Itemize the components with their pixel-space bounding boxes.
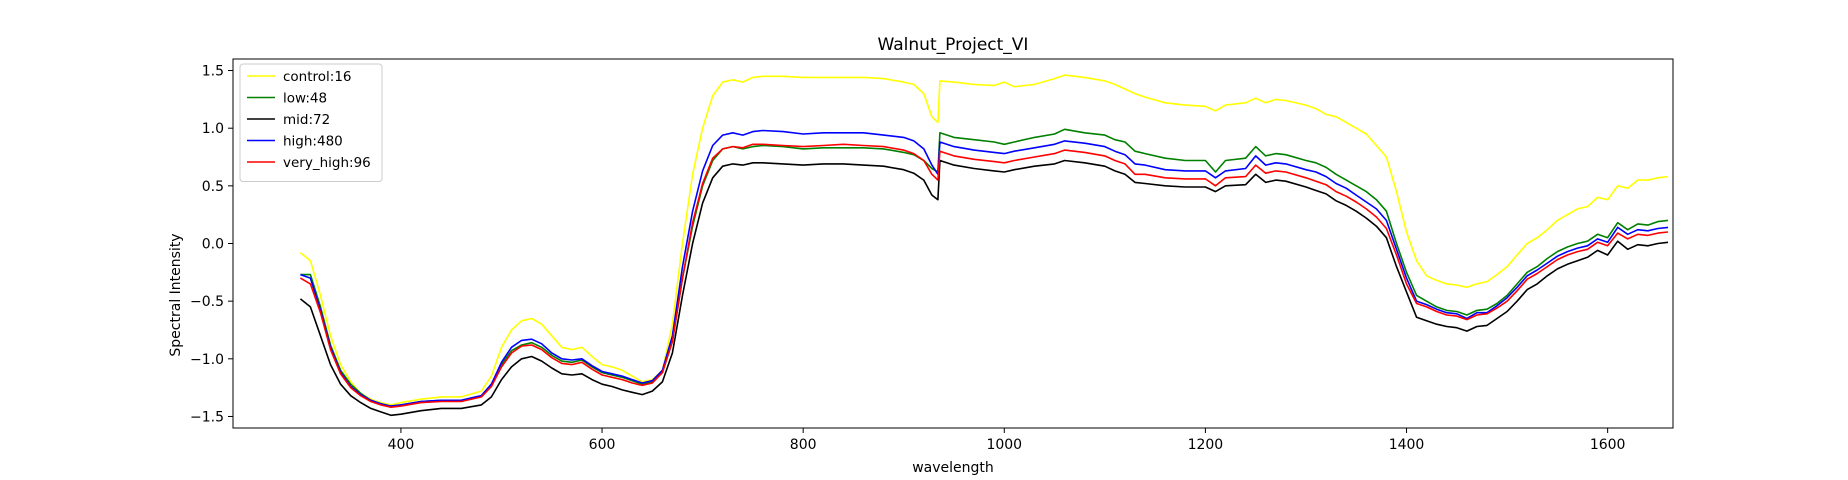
series-line-mid — [299, 159, 1669, 417]
x-tick-label: 600 — [589, 437, 616, 453]
x-tick-label: 1200 — [1188, 437, 1224, 453]
legend-box — [239, 63, 383, 182]
plot-area — [299, 74, 1669, 417]
y-tick-label: 1.5 — [202, 64, 224, 80]
y-tick-label: 0.0 — [202, 237, 224, 253]
axis-ticks: 400 600 800 1000 1200 1400 1600 −1.5 −1.0 −0.5 0.0… — [190, 64, 1625, 453]
series-line-control — [299, 74, 1669, 406]
legend: control:16 low:48 mid:72 high:480 very_high:… — [239, 63, 383, 182]
chart-title: Walnut_Project_VI — [878, 35, 1029, 55]
y-tick-label: 0.5 — [202, 179, 224, 195]
y-tick-label: 1.0 — [202, 121, 224, 137]
legend-label: very_high:96 — [283, 155, 371, 171]
plot-frame — [232, 58, 1674, 429]
y-axis-title: Spectral Intensity — [168, 233, 184, 356]
x-tick-label: 1600 — [1590, 437, 1626, 453]
series-line-low — [300, 128, 1669, 407]
legend-label: control:16 — [283, 69, 352, 85]
x-tick-label: 800 — [790, 437, 817, 453]
x-tick-label: 1400 — [1389, 437, 1425, 453]
legend-label: high:480 — [283, 134, 343, 150]
legend-label: mid:72 — [283, 112, 330, 128]
y-tick-label: −1.5 — [190, 409, 224, 425]
legend-label: low:48 — [283, 91, 327, 107]
x-tick-label: 1000 — [986, 437, 1022, 453]
series-line-very-high — [299, 143, 1669, 409]
series-line-high — [300, 129, 1669, 407]
x-axis-title: wavelength — [912, 460, 994, 476]
y-tick-label: −0.5 — [190, 294, 224, 310]
x-tick-label: 400 — [388, 437, 415, 453]
y-tick-label: −1.0 — [190, 352, 224, 368]
